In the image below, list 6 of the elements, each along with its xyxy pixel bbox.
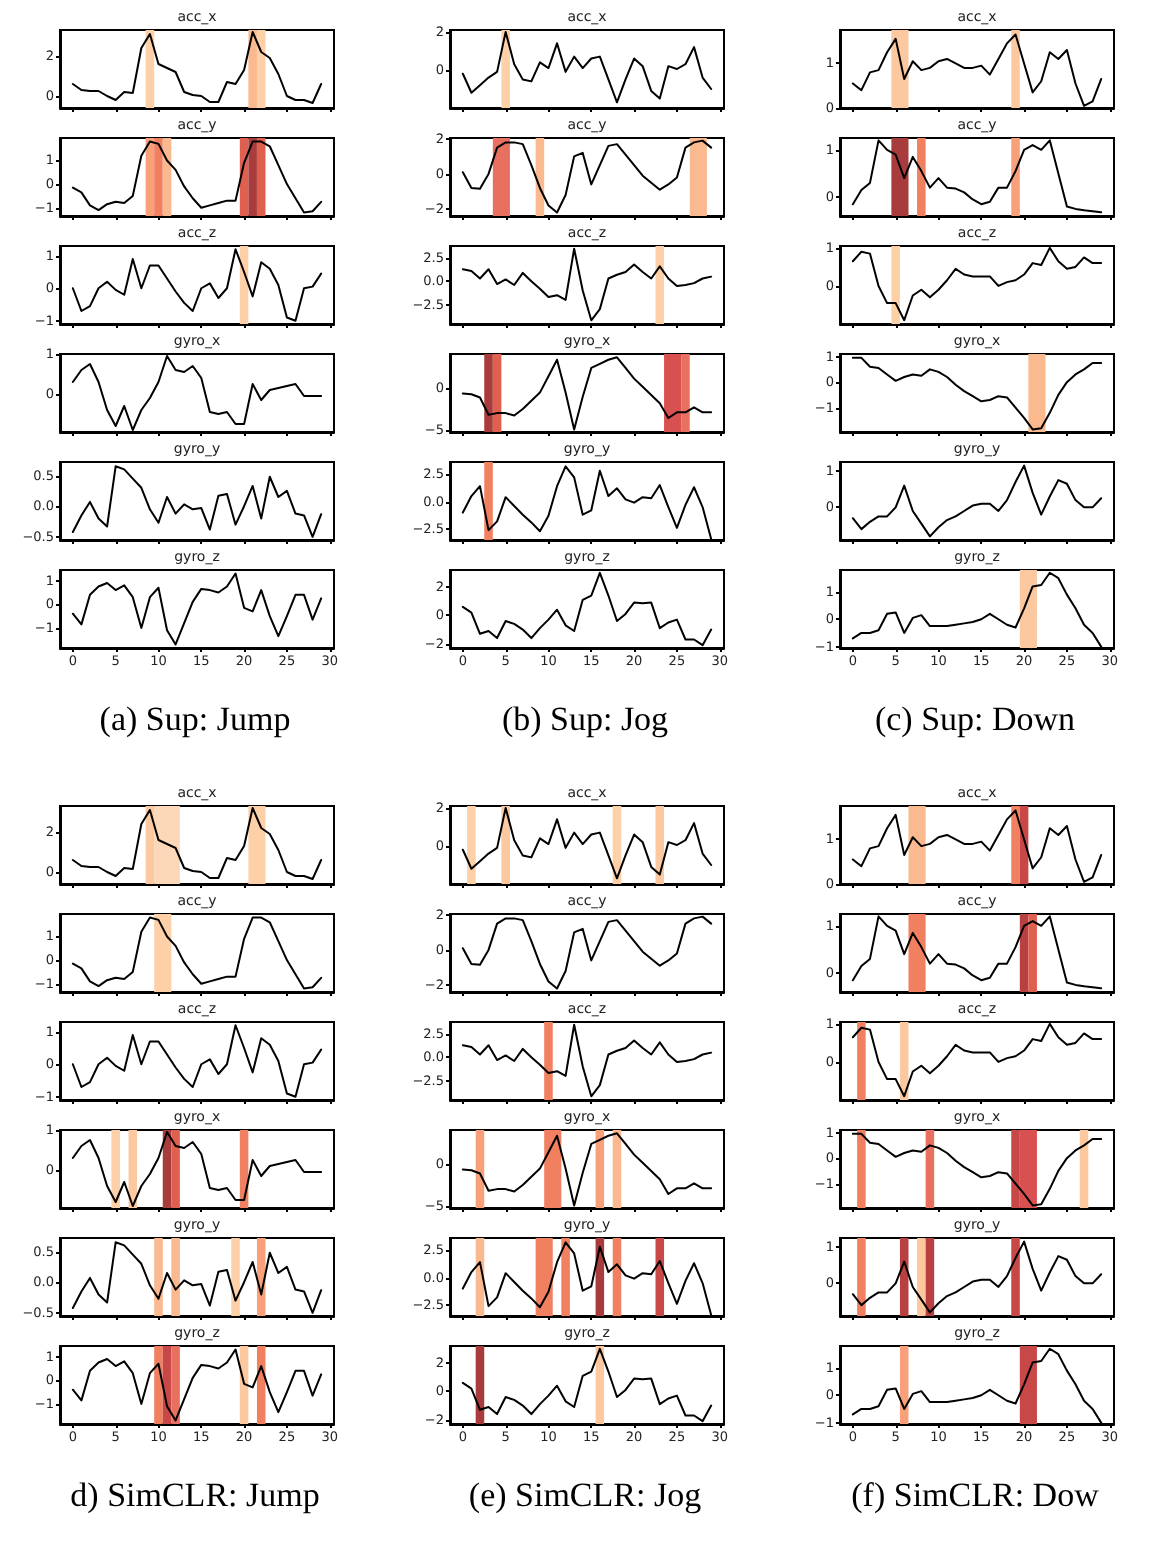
text: (c) Sup: Down (874, 700, 1077, 738)
text: (a) Sup: Jump (99, 700, 291, 738)
text: (e) SimCLR: Jog (468, 1476, 703, 1514)
text: (b) Sup: Jog (501, 700, 670, 738)
text: d) SimCLR: Jump (70, 1476, 320, 1514)
text: (f) SimCLR: Dow (851, 1476, 1101, 1514)
